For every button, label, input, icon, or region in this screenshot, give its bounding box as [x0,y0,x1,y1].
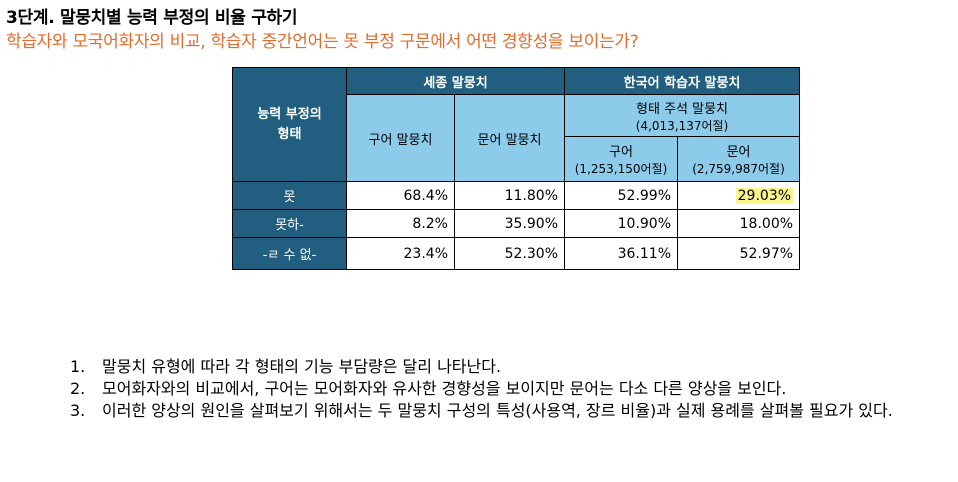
cell-value: 52.97% [677,237,801,270]
learner-written-label: 문어 [726,145,751,160]
list-item: 3. 이러한 양상의 원인을 살펴보기 위해서는 두 말뭉치 구성의 특성(사용… [70,400,950,422]
list-number: 3. [70,401,86,420]
list-item: 2. 모어화자와의 비교에서, 구어는 모어화자와 유사한 경향성을 보이지만 … [70,378,950,400]
row-label: 못 [232,181,347,210]
table-row: -ㄹ 수 없- 23.4% 52.30% 36.11% 52.97% [232,237,801,270]
annotated-title: 형태 주석 말뭉치 [636,101,729,117]
cell-value: 18.00% [677,209,801,238]
list-number: 1. [70,357,86,376]
list-item: 1. 말뭉치 유형에 따라 각 형태의 기능 부담량은 달리 나타난다. [70,356,950,378]
col-header-sejong-spoken: 구어 말뭉치 [346,94,455,182]
row-label: -ㄹ 수 없- [232,237,347,270]
cell-value: 52.99% [564,181,679,210]
cell-value: 68.4% [346,181,455,210]
cell-value: 11.80% [453,181,566,210]
highlight-mark: 29.03% [735,187,794,204]
learner-written-count: (2,759,987어절) [692,162,785,176]
cell-value: 23.4% [346,237,455,270]
annotated-count: (4,013,137어절) [635,118,729,133]
col-header-learner-spoken: 구어 (1,253,150어절) [564,136,679,182]
page-title: 3단계. 말뭉치별 능력 부정의 비율 구하기 [6,8,298,28]
col-header-learner-written: 문어 (2,759,987어절) [677,136,801,182]
list-number: 2. [70,379,86,398]
list-text: 이러한 양상의 원인을 살펴보기 위해서는 두 말뭉치 구성의 특성(사용역, … [102,401,893,420]
col-header-sejong-written: 문어 말뭉치 [453,94,566,182]
ratio-table: 능력 부정의 형태 세종 말뭉치 한국어 학습자 말뭉치 구어 말뭉치 문어 말… [232,67,801,270]
corner-header-label: 능력 부정의 형태 [257,106,322,142]
corner-header: 능력 부정의 형태 [232,67,347,182]
cell-value: 35.90% [453,209,566,238]
findings-list: 1. 말뭉치 유형에 따라 각 형태의 기능 부담량은 달리 나타난다. 2. … [70,356,950,422]
cell-value: 8.2% [346,209,455,238]
group-header-learner: 한국어 학습자 말뭉치 [564,67,801,95]
cell-value: 36.11% [564,237,679,270]
group-header-sejong: 세종 말뭉치 [345,67,566,95]
learner-spoken-count: (1,253,150어절) [574,162,668,176]
cell-value: 52.30% [453,237,566,270]
col-header-annotated: 형태 주석 말뭉치 (4,013,137어절) [564,94,801,137]
page-subtitle: 학습자와 모국어화자의 비교, 학습자 중간언어는 못 부정 구문에서 어떤 경… [6,32,639,52]
table-row: 못 68.4% 11.80% 52.99% 29.03% [232,181,801,210]
learner-spoken-label: 구어 [609,145,633,160]
list-text: 모어화자와의 비교에서, 구어는 모어화자와 유사한 경향성을 보이지만 문어는… [102,379,787,398]
list-text: 말뭉치 유형에 따라 각 형태의 기능 부담량은 달리 나타난다. [102,357,502,376]
row-label: 못하- [232,209,347,238]
table-row: 못하- 8.2% 35.90% 10.90% 18.00% [232,209,801,238]
cell-value: 10.90% [564,209,679,238]
cell-value-highlighted: 29.03% [677,181,801,210]
